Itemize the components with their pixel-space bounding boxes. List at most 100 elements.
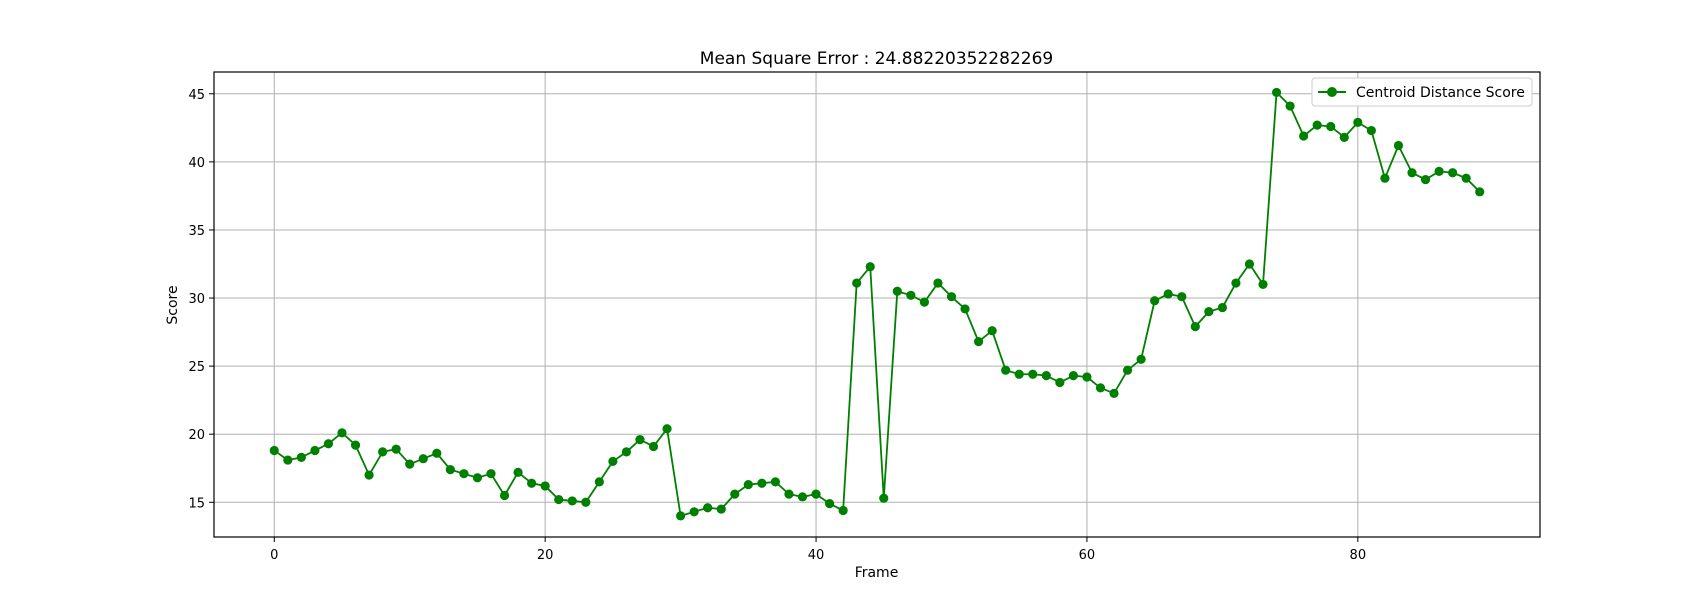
x-axis-label: Frame	[855, 565, 899, 581]
data-point	[1271, 87, 1282, 98]
data-point	[1109, 388, 1119, 398]
series-layer	[269, 87, 1485, 521]
data-point	[1001, 365, 1011, 375]
data-point	[1082, 372, 1092, 382]
data-point	[1448, 168, 1458, 178]
data-point	[418, 454, 428, 464]
data-point	[1285, 101, 1295, 111]
data-point	[1150, 296, 1160, 306]
y-tick-label: 30	[188, 292, 205, 307]
data-point	[513, 467, 523, 477]
data-point	[554, 494, 564, 505]
data-point	[987, 326, 997, 336]
data-point	[933, 278, 943, 288]
data-point	[527, 478, 537, 488]
data-point	[621, 447, 632, 457]
data-point	[445, 464, 455, 475]
data-point	[811, 489, 821, 499]
data-point	[499, 490, 510, 501]
data-point	[1326, 121, 1336, 132]
data-point	[919, 297, 930, 307]
data-point	[1312, 120, 1322, 130]
data-point	[676, 511, 686, 521]
data-point	[689, 507, 699, 517]
data-point	[1420, 174, 1431, 185]
data-point	[459, 469, 469, 479]
data-point	[946, 292, 957, 302]
data-point	[337, 428, 347, 438]
data-point	[1122, 365, 1133, 375]
data-point	[1028, 369, 1038, 379]
chart-title: Mean Square Error : 24.88220352282269	[700, 49, 1053, 69]
data-point	[323, 439, 334, 449]
data-point	[824, 499, 835, 509]
y-tick-label: 15	[188, 496, 205, 511]
data-point	[391, 444, 401, 454]
data-point	[1041, 371, 1051, 381]
data-point	[486, 469, 496, 479]
data-point	[973, 337, 984, 347]
data-point	[1231, 278, 1241, 288]
data-point	[269, 445, 279, 456]
legend: Centroid Distance Score	[1311, 77, 1533, 107]
data-point	[960, 304, 970, 314]
data-point	[770, 477, 781, 487]
x-tick-label: 80	[1350, 548, 1367, 563]
data-point	[1366, 125, 1376, 136]
data-point	[540, 481, 550, 491]
x-tick-label: 40	[808, 548, 825, 563]
data-point	[743, 479, 753, 490]
data-point	[1136, 354, 1146, 364]
data-point	[1461, 173, 1471, 183]
data-point	[364, 470, 374, 480]
data-point	[1177, 292, 1187, 302]
data-point	[350, 440, 361, 450]
data-point	[1014, 369, 1024, 379]
data-point	[703, 503, 713, 513]
data-point	[1204, 307, 1214, 317]
data-point	[730, 489, 740, 499]
data-point	[1475, 187, 1485, 197]
data-point	[608, 456, 618, 467]
data-point	[838, 505, 848, 516]
data-point	[1434, 166, 1444, 176]
data-point	[1068, 371, 1078, 381]
axis-ticks: 0 20 40 60 80 15 20 25 30 35 40 45	[188, 88, 1366, 563]
data-point	[283, 455, 293, 465]
data-point	[757, 478, 767, 488]
data-point	[865, 262, 875, 272]
data-point	[405, 459, 415, 469]
legend-marker-swatch	[1327, 87, 1337, 97]
data-point	[296, 452, 306, 462]
y-tick-label: 25	[188, 360, 205, 375]
data-point	[310, 445, 320, 456]
y-tick-label: 20	[188, 428, 205, 443]
data-point	[581, 497, 591, 507]
data-point	[1244, 259, 1255, 269]
data-point	[1217, 302, 1227, 313]
data-point	[594, 477, 604, 487]
data-point	[635, 435, 645, 445]
data-point	[1258, 279, 1268, 290]
y-tick-label: 35	[188, 224, 205, 239]
x-tick-label: 0	[270, 548, 278, 563]
data-point	[1095, 383, 1106, 393]
y-tick-label: 45	[188, 88, 205, 103]
data-point	[906, 290, 916, 300]
legend-label: Centroid Distance Score	[1356, 85, 1525, 101]
data-point	[1299, 131, 1309, 141]
data-point	[432, 448, 442, 458]
plot-area-frame	[213, 71, 1541, 538]
data-point	[378, 447, 388, 457]
x-tick-label: 20	[537, 548, 554, 563]
data-point	[1353, 117, 1363, 127]
data-point	[1055, 377, 1065, 388]
data-point	[1190, 322, 1200, 332]
x-tick-label: 60	[1079, 548, 1096, 563]
y-tick-label: 40	[188, 156, 205, 171]
data-point	[1407, 168, 1417, 178]
data-point	[1339, 132, 1349, 142]
data-point	[892, 286, 902, 296]
data-point	[852, 278, 862, 288]
